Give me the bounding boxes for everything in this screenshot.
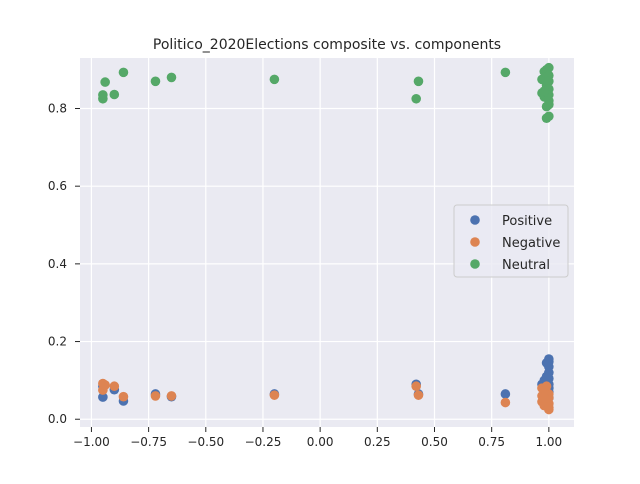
neutral-point <box>150 76 161 87</box>
neutral-point <box>539 86 550 96</box>
legend-label-negative: Negative <box>502 236 560 251</box>
negative-point <box>118 391 129 402</box>
x-tick-label: −0.75 <box>130 435 167 449</box>
neutral-point <box>109 89 120 100</box>
neutral-point <box>413 76 424 87</box>
neutral-point <box>541 113 552 124</box>
legend-marker-positive <box>470 215 480 225</box>
positive-point <box>500 389 511 399</box>
y-axis-ticks: 0.0 0.2 0.4 0.6 0.8 <box>48 101 80 426</box>
data-points <box>98 62 554 415</box>
negative-point <box>100 380 110 390</box>
chart-title: Politico_2020Elections composite vs. com… <box>153 37 501 53</box>
negative-point <box>269 390 280 400</box>
legend-label-neutral: Neutral <box>502 258 550 273</box>
neutral-point <box>500 67 511 78</box>
x-tick-label: 0.00 <box>307 435 334 449</box>
neutral-point <box>411 93 421 104</box>
negative-point <box>413 390 424 400</box>
negative-point <box>500 397 511 408</box>
negative-point <box>166 391 177 401</box>
negative-point <box>411 381 421 392</box>
x-tick-label: 0.75 <box>478 435 505 449</box>
legend-marker-negative <box>470 237 480 247</box>
y-tick-label: 0.0 <box>48 412 67 426</box>
neutral-point <box>98 90 108 100</box>
legend-marker-neutral <box>470 259 480 269</box>
y-tick-label: 0.2 <box>48 335 67 349</box>
neutral-point <box>544 99 554 110</box>
legend-label-positive: Positive <box>502 214 552 229</box>
neutral-point <box>100 77 110 87</box>
x-tick-label: −0.25 <box>245 435 282 449</box>
x-tick-label: −0.50 <box>187 435 224 449</box>
negative-point <box>537 383 547 393</box>
positive-point <box>98 392 108 402</box>
x-tick-label: 0.25 <box>364 435 391 449</box>
neutral-point <box>269 74 280 85</box>
legend: Positive Negative Neutral <box>453 204 569 278</box>
negative-point <box>109 381 120 392</box>
x-axis-ticks: −1.00 −0.75 −0.50 −0.25 0.00 0.25 0.50 0.75 1.00 <box>73 427 562 449</box>
negative-point <box>539 393 550 403</box>
legend-box <box>453 204 569 278</box>
neutral-point <box>118 67 129 78</box>
series-neutral <box>98 62 554 124</box>
x-tick-label: 0.50 <box>421 435 448 449</box>
y-tick-label: 0.4 <box>48 257 67 271</box>
neutral-point <box>544 62 554 73</box>
y-tick-label: 0.8 <box>48 101 67 115</box>
x-tick-label: −1.00 <box>73 435 110 449</box>
neutral-point <box>166 72 177 83</box>
series-negative <box>98 378 554 415</box>
negative-point <box>150 391 161 401</box>
neutral-point <box>544 76 554 87</box>
x-tick-label: 1.00 <box>535 435 562 449</box>
y-tick-label: 0.6 <box>48 179 67 193</box>
